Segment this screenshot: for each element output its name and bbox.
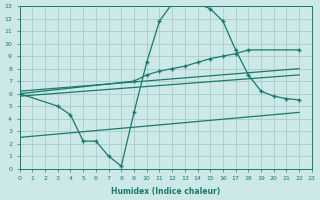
X-axis label: Humidex (Indice chaleur): Humidex (Indice chaleur) bbox=[111, 187, 220, 196]
